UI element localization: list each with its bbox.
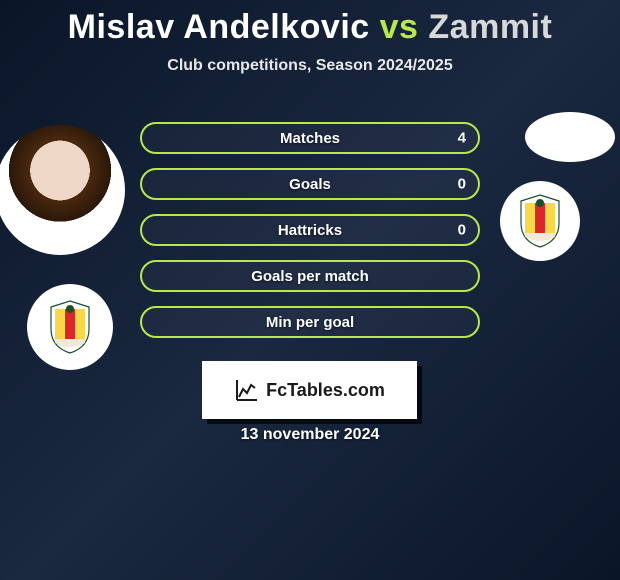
stat-row-min-per-goal: Min per goal [140, 306, 480, 338]
stat-label: Goals per match [251, 268, 369, 285]
stat-row-matches: Matches 4 [140, 122, 480, 154]
player2-name: Zammit [428, 8, 552, 46]
club-crest-icon [517, 193, 563, 249]
player1-name: Mislav Andelkovic [68, 8, 370, 46]
stat-label: Goals [289, 176, 331, 193]
fctables-logo-icon [234, 377, 260, 403]
snapshot-date: 13 november 2024 [0, 426, 620, 444]
stat-value-player1: 4 [458, 130, 466, 147]
stat-label: Matches [280, 130, 340, 147]
player2-avatar [525, 112, 615, 162]
stat-label: Hattricks [278, 222, 342, 239]
player2-club-badge [500, 181, 580, 261]
stat-label: Min per goal [266, 314, 354, 331]
stat-value-player1: 0 [458, 176, 466, 193]
brand-watermark: FcTables.com [202, 361, 417, 419]
brand-name: FcTables.com [266, 380, 385, 401]
vs-text: vs [380, 8, 419, 46]
player1-club-badge [27, 284, 113, 370]
club-crest-icon [47, 299, 93, 355]
stat-row-hattricks: Hattricks 0 [140, 214, 480, 246]
stats-table: Matches 4 Goals 0 Hattricks 0 Goals per … [140, 122, 480, 352]
player1-avatar [0, 125, 125, 255]
stat-row-goals: Goals 0 [140, 168, 480, 200]
stat-row-goals-per-match: Goals per match [140, 260, 480, 292]
stat-value-player1: 0 [458, 222, 466, 239]
subtitle: Club competitions, Season 2024/2025 [0, 57, 620, 75]
comparison-title: Mislav Andelkovic vs Zammit [0, 0, 620, 47]
